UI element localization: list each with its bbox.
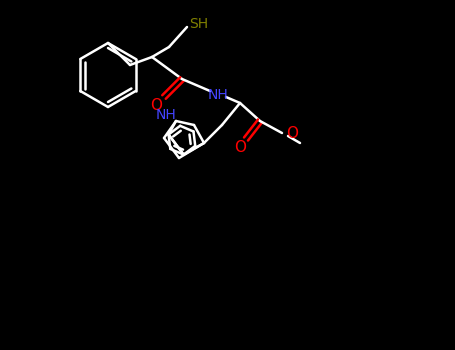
Text: O: O [286, 126, 298, 140]
Text: NH: NH [207, 88, 228, 102]
Text: NH: NH [156, 108, 177, 122]
Text: SH: SH [189, 17, 208, 31]
Text: O: O [234, 140, 246, 154]
Text: O: O [150, 98, 162, 112]
